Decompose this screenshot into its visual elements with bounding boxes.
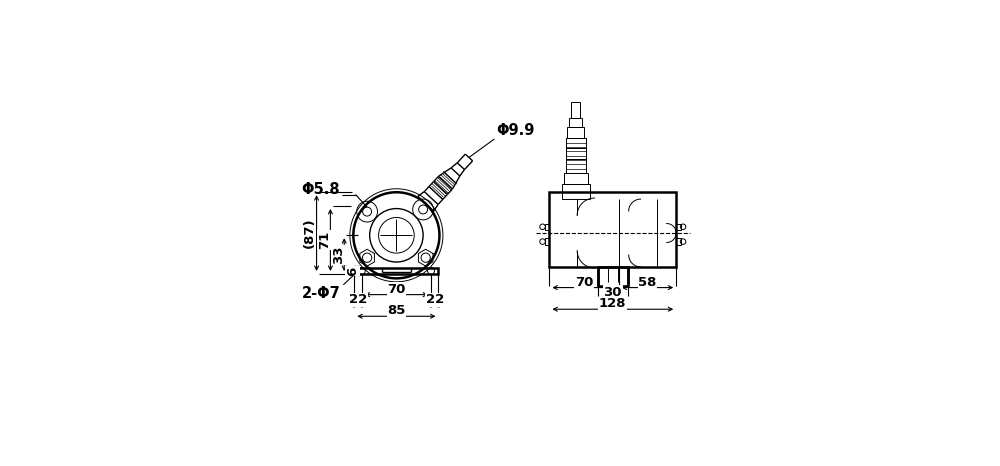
Text: 2-Φ7: 2-Φ7: [302, 286, 341, 301]
Text: (87): (87): [303, 218, 316, 248]
Bar: [562, 185, 590, 199]
Bar: [545, 238, 549, 245]
Bar: [566, 159, 586, 173]
Text: 70: 70: [575, 275, 593, 288]
Text: 33: 33: [332, 246, 345, 264]
Bar: [549, 192, 676, 267]
Text: 128: 128: [599, 297, 627, 310]
Text: 85: 85: [387, 304, 406, 317]
Text: 6: 6: [346, 266, 359, 275]
Text: Φ9.9: Φ9.9: [497, 123, 535, 138]
Text: 71: 71: [318, 231, 331, 249]
Bar: [676, 238, 681, 245]
Bar: [566, 138, 586, 148]
Text: 22: 22: [426, 293, 444, 306]
Text: Φ5.8: Φ5.8: [301, 182, 339, 197]
Text: 70: 70: [387, 282, 406, 295]
Bar: [676, 224, 681, 230]
Bar: [567, 127, 584, 138]
Bar: [566, 148, 586, 159]
Bar: [569, 117, 582, 127]
Bar: [571, 102, 580, 117]
Text: 22: 22: [349, 293, 367, 306]
Bar: [545, 224, 549, 230]
Text: 30: 30: [604, 286, 622, 299]
Bar: [354, 268, 438, 274]
Bar: [598, 267, 628, 286]
Bar: [564, 173, 588, 185]
Text: 58: 58: [638, 275, 657, 288]
